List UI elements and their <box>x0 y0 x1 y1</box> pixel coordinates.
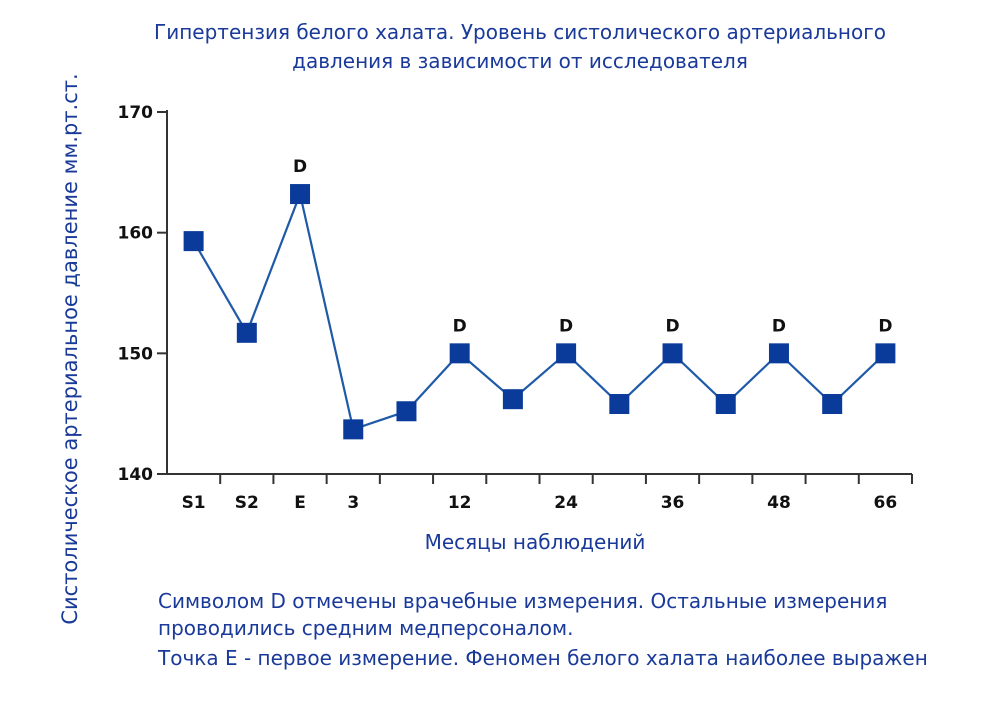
chart-title-line-1: Гипертензия белого халата. Уровень систо… <box>154 20 886 44</box>
x-axis-label: Месяцы наблюдений <box>424 530 646 554</box>
x-tick-label: 24 <box>554 493 578 513</box>
data-point-marker <box>662 343 683 364</box>
chart-title-line-2: давления в зависимости от исследователя <box>292 49 748 73</box>
doctor-measurement-label: D <box>559 316 573 336</box>
data-point-marker <box>715 394 736 415</box>
doctor-measurement-label: D <box>453 316 467 336</box>
series-line <box>192 190 887 431</box>
data-point-marker <box>875 343 896 364</box>
data-point-marker <box>609 394 630 415</box>
doctor-measurement-label: D <box>293 157 307 177</box>
data-point-marker <box>343 419 364 440</box>
x-tick-label: 66 <box>874 493 898 513</box>
data-point-marker <box>556 343 577 364</box>
data-point-marker <box>290 184 311 205</box>
footnote-line-3: Точка Е - первое измерение. Феномен бело… <box>158 646 928 670</box>
data-point-marker <box>183 231 204 252</box>
x-tick-label: 36 <box>661 493 685 513</box>
data-point-marker <box>449 343 470 364</box>
x-tick-label: 48 <box>767 493 791 513</box>
doctor-measurement-label: D <box>665 316 679 336</box>
y-tick-label: 170 <box>118 103 154 123</box>
footnote-line-2: проводились средним медперсоналом. <box>158 616 574 640</box>
x-tick-label: S2 <box>235 493 259 513</box>
data-point-marker <box>822 394 843 415</box>
y-tick-label: 150 <box>118 344 154 364</box>
doctor-measurement-label: D <box>772 316 786 336</box>
footnote-line-1: Символом D отмечены врачебные измерения.… <box>158 589 888 613</box>
x-tick-label: 3 <box>347 493 359 513</box>
data-point-marker <box>396 401 417 422</box>
doctor-measurement-label: D <box>878 316 892 336</box>
data-point-marker <box>236 322 257 343</box>
data-point-marker <box>502 389 523 410</box>
y-tick-label: 160 <box>118 224 154 244</box>
x-tick-label: S1 <box>182 493 206 513</box>
x-tick-label: E <box>294 493 306 513</box>
x-tick-label: 12 <box>448 493 472 513</box>
y-tick-label: 140 <box>118 465 154 485</box>
data-point-marker <box>768 343 789 364</box>
